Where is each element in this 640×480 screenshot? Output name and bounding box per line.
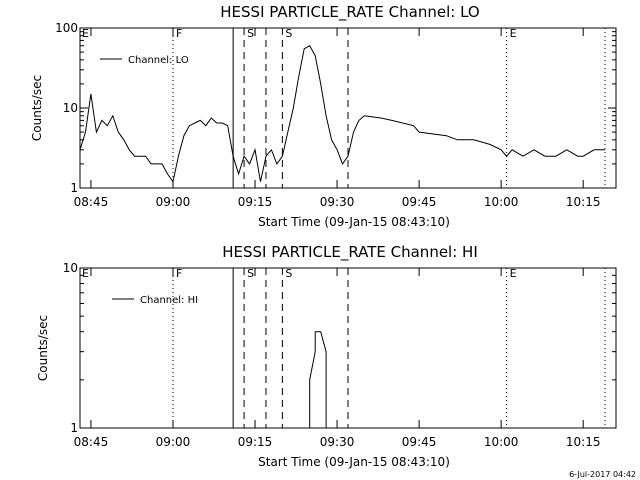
x-tick-label: 09:30 — [320, 435, 355, 449]
generation-timestamp: 6-Jul-2017 04:42 — [569, 470, 636, 479]
x-tick-label: 09:00 — [156, 435, 191, 449]
x-axis-label: Start Time (09-Jan-15 08:43:10) — [258, 215, 450, 229]
event-marker-label: E — [82, 27, 89, 40]
x-tick-label: 10:00 — [484, 435, 519, 449]
x-tick-label: 10:15 — [566, 195, 601, 209]
event-marker-label: E — [510, 267, 517, 280]
legend-label: Channel: HI — [140, 295, 198, 306]
series-line — [309, 331, 327, 428]
legend-label: Channel: LO — [128, 55, 189, 66]
x-tick-label: 09:00 — [156, 195, 191, 209]
x-tick-label: 09:15 — [238, 435, 273, 449]
x-tick-label: 09:45 — [402, 435, 437, 449]
x-tick-label: 08:45 — [74, 195, 109, 209]
chart-title: HESSI PARTICLE_RATE Channel: LO — [220, 3, 479, 22]
event-marker-label: S — [247, 27, 254, 40]
event-marker-label: S — [285, 267, 292, 280]
x-axis-label: Start Time (09-Jan-15 08:43:10) — [258, 455, 450, 469]
x-tick-label: 08:45 — [74, 435, 109, 449]
chart-title: HESSI PARTICLE_RATE Channel: HI — [222, 243, 478, 262]
event-marker-label: E — [82, 267, 89, 280]
y-tick-label: 100 — [55, 21, 78, 35]
y-tick-label: 1 — [70, 421, 78, 435]
y-axis-label: Counts/sec — [36, 315, 50, 381]
y-tick-label: 1 — [70, 181, 78, 195]
y-tick-label: 10 — [63, 101, 78, 115]
series-line — [79, 45, 606, 183]
x-tick-label: 10:15 — [566, 435, 601, 449]
hi-channel-panel: HESSI PARTICLE_RATE Channel: HI Start Ti… — [36, 243, 617, 469]
x-tick-label: 09:30 — [320, 195, 355, 209]
event-marker-label: F — [176, 267, 182, 280]
x-tick-label: 09:45 — [402, 195, 437, 209]
event-marker-label: S — [247, 267, 254, 280]
y-tick-label: 10 — [63, 261, 78, 275]
event-marker-label: F — [176, 27, 182, 40]
event-marker-label: S — [285, 27, 292, 40]
x-tick-label: 10:00 — [484, 195, 519, 209]
lo-channel-panel: HESSI PARTICLE_RATE Channel: LO Start Ti… — [30, 3, 617, 229]
event-marker-label: E — [510, 27, 517, 40]
x-tick-label: 09:15 — [238, 195, 273, 209]
y-axis-label: Counts/sec — [30, 75, 44, 141]
